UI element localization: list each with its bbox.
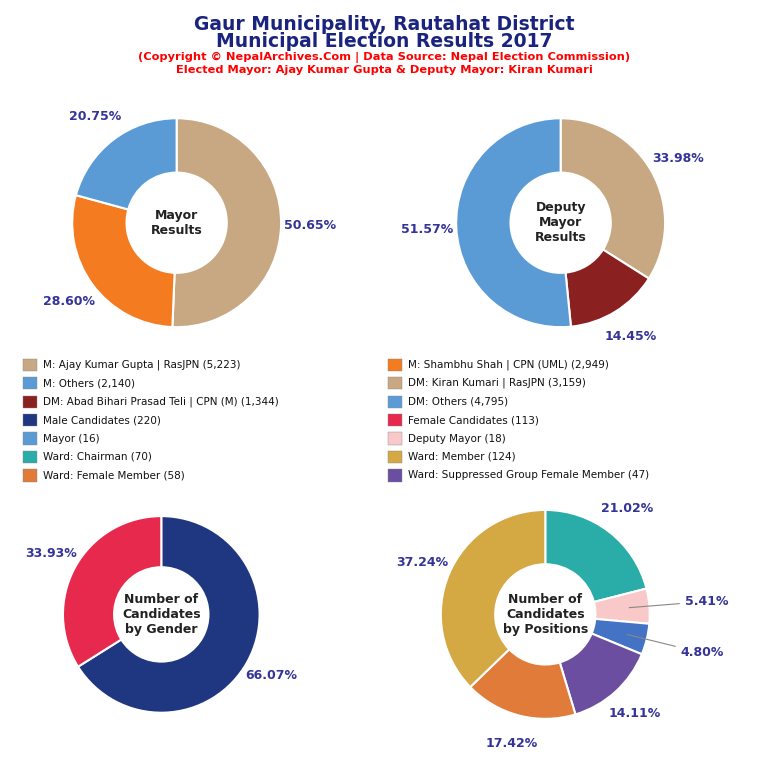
Text: M: Shambhu Shah | CPN (UML) (2,949): M: Shambhu Shah | CPN (UML) (2,949) (408, 359, 609, 370)
Text: M: Ajay Kumar Gupta | RasJPN (5,223): M: Ajay Kumar Gupta | RasJPN (5,223) (43, 359, 240, 370)
Wedge shape (545, 510, 647, 602)
Text: Ward: Suppressed Group Female Member (47): Ward: Suppressed Group Female Member (47… (408, 470, 649, 481)
Text: DM: Others (4,795): DM: Others (4,795) (408, 396, 508, 407)
Text: Ward: Member (124): Ward: Member (124) (408, 452, 515, 462)
Text: Municipal Election Results 2017: Municipal Election Results 2017 (216, 32, 552, 51)
Wedge shape (72, 195, 174, 327)
Text: 21.02%: 21.02% (601, 502, 654, 515)
Text: 14.11%: 14.11% (609, 707, 661, 720)
Text: 4.80%: 4.80% (627, 634, 724, 660)
Text: Number of
Candidates
by Positions: Number of Candidates by Positions (502, 593, 588, 636)
Wedge shape (172, 118, 281, 327)
Text: Number of
Candidates
by Gender: Number of Candidates by Gender (122, 593, 200, 636)
Wedge shape (78, 516, 260, 713)
Text: Deputy Mayor (18): Deputy Mayor (18) (408, 433, 505, 444)
Wedge shape (560, 634, 642, 714)
Wedge shape (63, 516, 161, 667)
Wedge shape (441, 510, 545, 687)
Wedge shape (561, 118, 665, 279)
Text: Ward: Chairman (70): Ward: Chairman (70) (43, 452, 152, 462)
Text: Gaur Municipality, Rautahat District: Gaur Municipality, Rautahat District (194, 15, 574, 35)
Text: Elected Mayor: Ajay Kumar Gupta & Deputy Mayor: Kiran Kumari: Elected Mayor: Ajay Kumar Gupta & Deputy… (176, 65, 592, 74)
Text: 5.41%: 5.41% (629, 595, 728, 608)
Text: 33.93%: 33.93% (25, 547, 77, 560)
Wedge shape (456, 118, 571, 327)
Text: 33.98%: 33.98% (652, 152, 703, 165)
Text: 50.65%: 50.65% (284, 219, 336, 232)
Text: Deputy
Mayor
Results: Deputy Mayor Results (535, 201, 587, 244)
Text: Mayor
Results: Mayor Results (151, 209, 203, 237)
Text: 17.42%: 17.42% (485, 737, 538, 750)
Text: Female Candidates (113): Female Candidates (113) (408, 415, 538, 425)
Text: DM: Kiran Kumari | RasJPN (3,159): DM: Kiran Kumari | RasJPN (3,159) (408, 378, 586, 389)
Text: (Copyright © NepalArchives.Com | Data Source: Nepal Election Commission): (Copyright © NepalArchives.Com | Data So… (138, 51, 630, 62)
Text: M: Others (2,140): M: Others (2,140) (43, 378, 135, 389)
Wedge shape (565, 250, 649, 326)
Text: DM: Abad Bihari Prasad Teli | CPN (M) (1,344): DM: Abad Bihari Prasad Teli | CPN (M) (1… (43, 396, 279, 407)
Text: Male Candidates (220): Male Candidates (220) (43, 415, 161, 425)
Text: Mayor (16): Mayor (16) (43, 433, 100, 444)
Text: 51.57%: 51.57% (401, 223, 453, 236)
Text: 37.24%: 37.24% (396, 556, 449, 569)
Wedge shape (76, 118, 177, 210)
Wedge shape (591, 619, 649, 654)
Text: Ward: Female Member (58): Ward: Female Member (58) (43, 470, 185, 481)
Text: 14.45%: 14.45% (604, 330, 657, 343)
Text: 20.75%: 20.75% (69, 110, 121, 123)
Text: 66.07%: 66.07% (246, 669, 297, 682)
Wedge shape (470, 649, 575, 719)
Text: 28.60%: 28.60% (43, 295, 94, 308)
Wedge shape (594, 588, 650, 624)
